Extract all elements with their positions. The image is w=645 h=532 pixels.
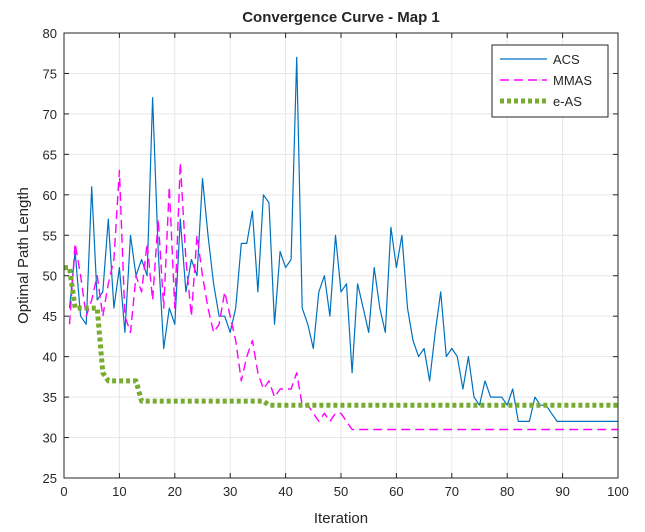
series-line-acs xyxy=(68,56,618,422)
legend-label-mmas: MMAS xyxy=(553,73,592,88)
x-tick-label: 100 xyxy=(607,484,629,499)
x-tick-label: 90 xyxy=(555,484,569,499)
y-tick-label: 55 xyxy=(43,228,57,243)
x-tick-label: 60 xyxy=(389,484,403,499)
y-tick-label: 65 xyxy=(43,147,57,162)
y-tick-label: 40 xyxy=(43,350,57,365)
chart-title: Convergence Curve - Map 1 xyxy=(242,9,440,26)
y-tick-label: 25 xyxy=(43,471,57,486)
x-tick-label: 10 xyxy=(112,484,126,499)
x-tick-label: 40 xyxy=(278,484,292,499)
x-axis-label: Iteration xyxy=(314,510,368,527)
y-tick-label: 35 xyxy=(43,390,57,405)
y-tick-label: 30 xyxy=(43,431,57,446)
series-line-mmas xyxy=(68,161,618,431)
x-tick-label: 0 xyxy=(60,484,67,499)
y-tick-label: 60 xyxy=(43,188,57,203)
y-tick-label: 80 xyxy=(43,26,57,41)
y-axis-label: Optimal Path Length xyxy=(15,187,32,324)
y-tick-label: 45 xyxy=(43,309,57,324)
legend: ACS MMAS e-AS xyxy=(491,44,609,118)
y-tick-label: 50 xyxy=(43,269,57,284)
x-tick-label: 20 xyxy=(168,484,182,499)
ticks: 0 10 20 30 40 50 60 70 80 90 100 25 30 35 40 45 50 55 60 65… xyxy=(43,26,629,499)
x-tick-label: 80 xyxy=(500,484,514,499)
series-line-e-as xyxy=(64,265,618,408)
x-tick-label: 50 xyxy=(334,484,348,499)
legend-label-e-as: e-AS xyxy=(553,94,582,109)
legend-box xyxy=(491,44,609,118)
x-tick-label: 30 xyxy=(223,484,237,499)
x-tick-label: 70 xyxy=(445,484,459,499)
y-tick-label: 75 xyxy=(43,66,57,81)
y-tick-label: 70 xyxy=(43,107,57,122)
series-layer xyxy=(64,56,618,431)
legend-label-acs: ACS xyxy=(553,52,580,67)
